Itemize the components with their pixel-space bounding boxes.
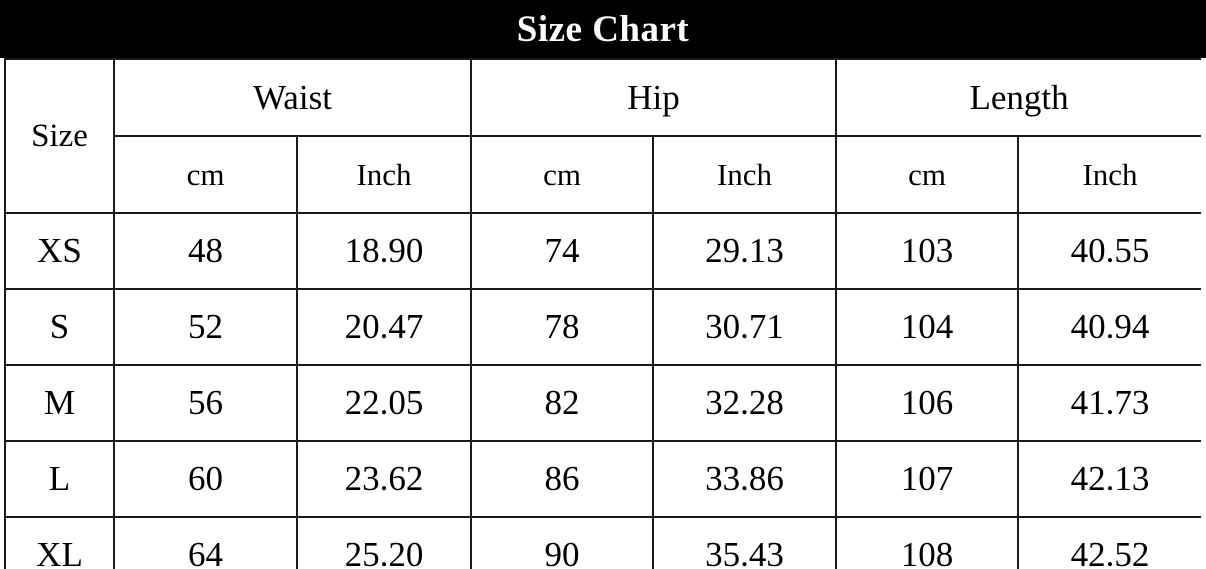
- column-header-size: Size: [4, 58, 115, 214]
- cell-length-inch: 42.13: [1016, 440, 1201, 518]
- title-bar: Size Chart: [0, 0, 1206, 58]
- cell-hip-inch: 33.86: [652, 440, 837, 518]
- cell-hip-cm: 86: [470, 440, 654, 518]
- column-header-hip-cm: cm: [470, 135, 654, 214]
- cell-length-inch: 41.73: [1016, 364, 1201, 442]
- table-row: S 52 20.47 78 30.71 104 40.94: [4, 288, 1201, 366]
- cell-hip-cm: 82: [470, 364, 654, 442]
- size-table-container: Size Waist Hip Length cm Inch cm Inch cm…: [4, 58, 1201, 569]
- cell-waist-cm: 56: [113, 364, 298, 442]
- header-row-groups: Size Waist Hip Length: [4, 58, 1201, 214]
- cell-waist-cm: 52: [113, 288, 298, 366]
- table-row: XL 64 25.20 90 35.43 108 42.52: [4, 516, 1201, 569]
- cell-length-inch: 40.55: [1016, 212, 1201, 290]
- table-head: Size Waist Hip Length cm Inch cm Inch cm…: [4, 58, 1201, 214]
- cell-length-cm: 108: [835, 516, 1019, 569]
- column-header-length-inch: Inch: [1016, 135, 1201, 214]
- column-header-hip-inch: Inch: [652, 135, 837, 214]
- cell-hip-inch: 35.43: [652, 516, 837, 569]
- cell-waist-inch: 25.20: [296, 516, 472, 569]
- column-header-length-cm: cm: [835, 135, 1019, 214]
- cell-length-cm: 104: [835, 288, 1019, 366]
- table-row: M 56 22.05 82 32.28 106 41.73: [4, 364, 1201, 442]
- cell-hip-cm: 90: [470, 516, 654, 569]
- size-table: Size Waist Hip Length cm Inch cm Inch cm…: [4, 58, 1201, 569]
- cell-size: L: [4, 440, 115, 518]
- column-group-header-waist: Waist: [113, 58, 472, 137]
- header-row-units: cm Inch cm Inch cm Inch: [5, 135, 1201, 214]
- column-group-header-hip: Hip: [470, 58, 837, 137]
- cell-hip-inch: 32.28: [652, 364, 837, 442]
- cell-waist-inch: 20.47: [296, 288, 472, 366]
- column-header-waist-cm: cm: [113, 135, 298, 214]
- cell-hip-inch: 29.13: [652, 212, 837, 290]
- page-title: Size Chart: [516, 8, 690, 50]
- cell-hip-inch: 30.71: [652, 288, 837, 366]
- cell-length-cm: 103: [835, 212, 1019, 290]
- cell-length-inch: 40.94: [1016, 288, 1201, 366]
- cell-size: XL: [4, 516, 115, 569]
- cell-length-inch: 42.52: [1016, 516, 1201, 569]
- cell-waist-cm: 48: [113, 212, 298, 290]
- cell-length-cm: 107: [835, 440, 1019, 518]
- cell-hip-cm: 74: [470, 212, 654, 290]
- column-header-waist-inch: Inch: [296, 135, 472, 214]
- cell-waist-inch: 22.05: [296, 364, 472, 442]
- cell-size: M: [4, 364, 115, 442]
- cell-waist-inch: 23.62: [296, 440, 472, 518]
- table-row: XS 48 18.90 74 29.13 103 40.55: [4, 212, 1201, 290]
- cell-waist-inch: 18.90: [296, 212, 472, 290]
- cell-waist-cm: 60: [113, 440, 298, 518]
- column-group-header-length: Length: [834, 58, 1201, 137]
- cell-length-cm: 106: [835, 364, 1019, 442]
- cell-waist-cm: 64: [113, 516, 298, 569]
- table-body: XS 48 18.90 74 29.13 103 40.55 S 52 20.4…: [4, 212, 1201, 569]
- table-row: L 60 23.62 86 33.86 107 42.13: [4, 440, 1201, 518]
- cell-size: XS: [4, 212, 115, 290]
- cell-hip-cm: 78: [470, 288, 654, 366]
- cell-size: S: [4, 288, 115, 366]
